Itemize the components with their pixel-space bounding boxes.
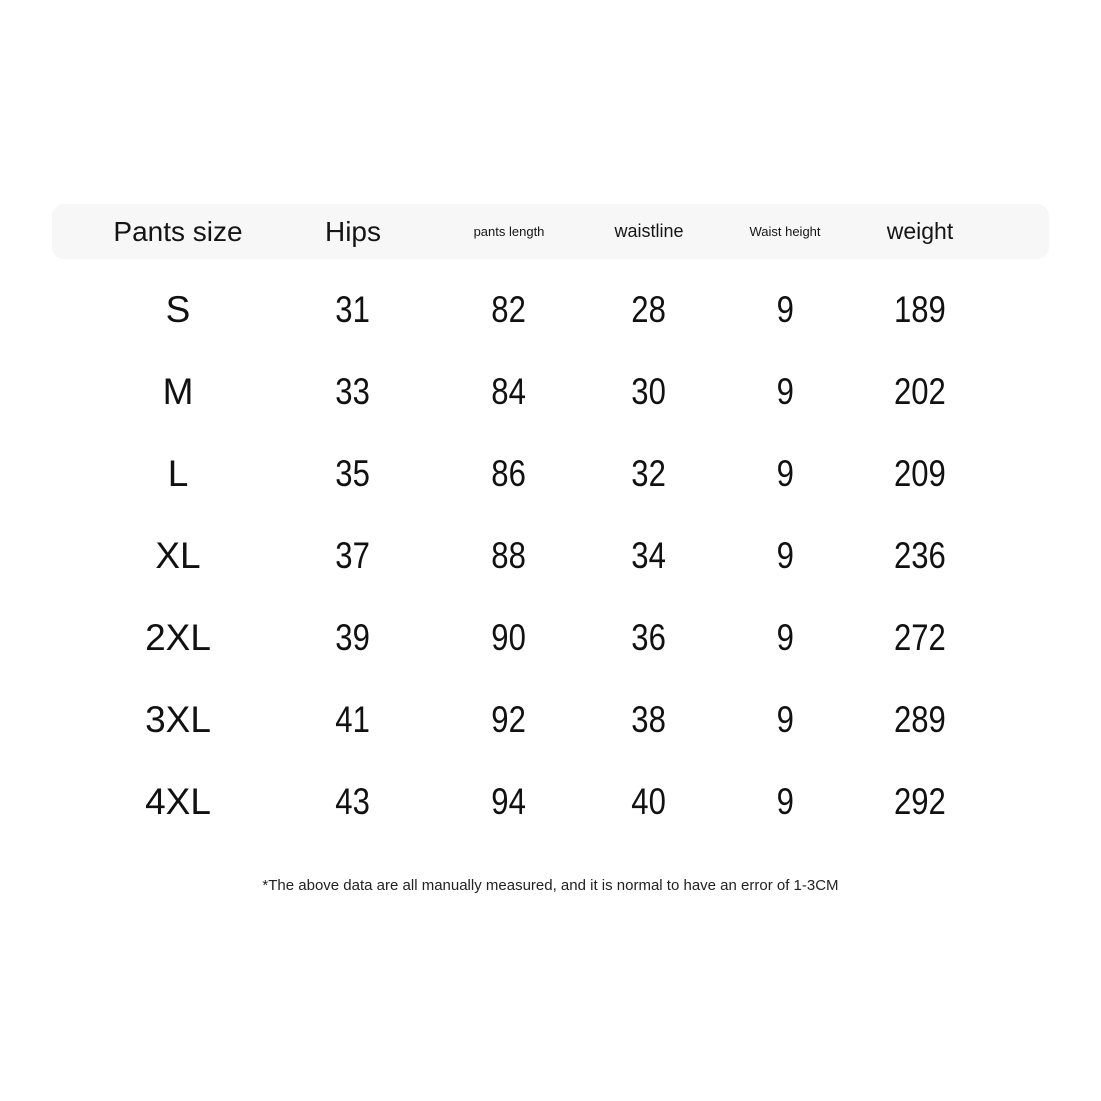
value-cell: 32 [581, 453, 717, 495]
value-cell: 33 [269, 371, 437, 413]
value-cell: 9 [717, 535, 853, 577]
value-cell: 236 [853, 535, 1049, 577]
column-header-hips: Hips [324, 215, 381, 247]
value-text: 41 [335, 699, 371, 740]
value-text: 9 [776, 289, 794, 330]
value-cell: 189 [853, 289, 1049, 331]
value-cell: 202 [853, 371, 1049, 413]
value-text: 31 [335, 289, 371, 330]
value-cell: 94 [437, 781, 581, 823]
value-text: 9 [776, 535, 794, 576]
size-cell: S [165, 289, 191, 330]
value-cell: 84 [437, 371, 581, 413]
value-text: 88 [491, 535, 527, 576]
value-text: 94 [491, 781, 527, 822]
value-text: 272 [894, 617, 946, 658]
column-header-waistline: waistline [614, 221, 684, 241]
value-cell: 92 [437, 699, 581, 741]
value-text: 34 [631, 535, 667, 576]
value-text: 202 [894, 371, 946, 412]
table-row: L 35 86 32 9 209 [52, 433, 1049, 515]
value-cell: 43 [269, 781, 437, 823]
value-cell: 31 [269, 289, 437, 331]
size-cell: L [167, 453, 189, 494]
value-text: 9 [776, 617, 794, 658]
value-text: 90 [491, 617, 527, 658]
value-cell: 41 [269, 699, 437, 741]
value-text: 9 [776, 699, 794, 740]
value-text: 84 [491, 371, 527, 412]
table-row: S 31 82 28 9 189 [52, 269, 1049, 351]
value-text: 292 [894, 781, 946, 822]
value-text: 32 [631, 453, 667, 494]
value-text: 86 [491, 453, 527, 494]
value-text: 9 [776, 781, 794, 822]
value-text: 37 [335, 535, 371, 576]
value-text: 9 [776, 371, 794, 412]
value-cell: 272 [853, 617, 1049, 659]
table-row: 2XL 39 90 36 9 272 [52, 597, 1049, 679]
size-cell: XL [155, 535, 201, 576]
value-text: 9 [776, 453, 794, 494]
value-cell: 37 [269, 535, 437, 577]
size-cell: 2XL [145, 617, 211, 658]
value-cell: 9 [717, 371, 853, 413]
size-cell: 4XL [145, 781, 211, 822]
column-header-waist-height: Waist height [749, 224, 821, 239]
value-cell: 9 [717, 781, 853, 823]
value-cell: 88 [437, 535, 581, 577]
value-cell: 30 [581, 371, 717, 413]
size-cell: 3XL [145, 699, 211, 740]
value-text: 236 [894, 535, 946, 576]
value-cell: 82 [437, 289, 581, 331]
measurement-disclaimer: *The above data are all manually measure… [262, 877, 839, 894]
value-cell: 35 [269, 453, 437, 495]
value-cell: 39 [269, 617, 437, 659]
table-header-row: Pants size Hips pants length waistline W… [52, 204, 1049, 259]
value-text: 28 [631, 289, 667, 330]
table-row: 4XL 43 94 40 9 292 [52, 761, 1049, 843]
value-cell: 9 [717, 453, 853, 495]
value-text: 43 [335, 781, 371, 822]
column-header-weight: weight [886, 218, 954, 244]
value-cell: 28 [581, 289, 717, 331]
table-body: S 31 82 28 9 189 M 33 84 30 9 202 L 35 86 32 9 209 XL 37 88 3… [52, 269, 1049, 843]
value-cell: 9 [717, 699, 853, 741]
value-cell: 9 [717, 617, 853, 659]
value-text: 30 [631, 371, 667, 412]
value-cell: 292 [853, 781, 1049, 823]
value-text: 189 [894, 289, 946, 330]
value-cell: 90 [437, 617, 581, 659]
table-row: 3XL 41 92 38 9 289 [52, 679, 1049, 761]
column-header-pants-length: pants length [473, 224, 545, 239]
value-cell: 40 [581, 781, 717, 823]
value-text: 38 [631, 699, 667, 740]
size-cell: M [162, 371, 194, 412]
column-header-pants-size: Pants size [113, 215, 243, 247]
value-text: 209 [894, 453, 946, 494]
value-text: 40 [631, 781, 667, 822]
value-cell: 289 [853, 699, 1049, 741]
value-cell: 38 [581, 699, 717, 741]
value-cell: 209 [853, 453, 1049, 495]
value-text: 35 [335, 453, 371, 494]
value-cell: 86 [437, 453, 581, 495]
value-cell: 9 [717, 289, 853, 331]
value-cell: 36 [581, 617, 717, 659]
value-text: 82 [491, 289, 527, 330]
value-cell: 34 [581, 535, 717, 577]
value-text: 289 [894, 699, 946, 740]
value-text: 36 [631, 617, 667, 658]
value-text: 92 [491, 699, 527, 740]
value-text: 39 [335, 617, 371, 658]
value-text: 33 [335, 371, 371, 412]
table-row: XL 37 88 34 9 236 [52, 515, 1049, 597]
table-row: M 33 84 30 9 202 [52, 351, 1049, 433]
